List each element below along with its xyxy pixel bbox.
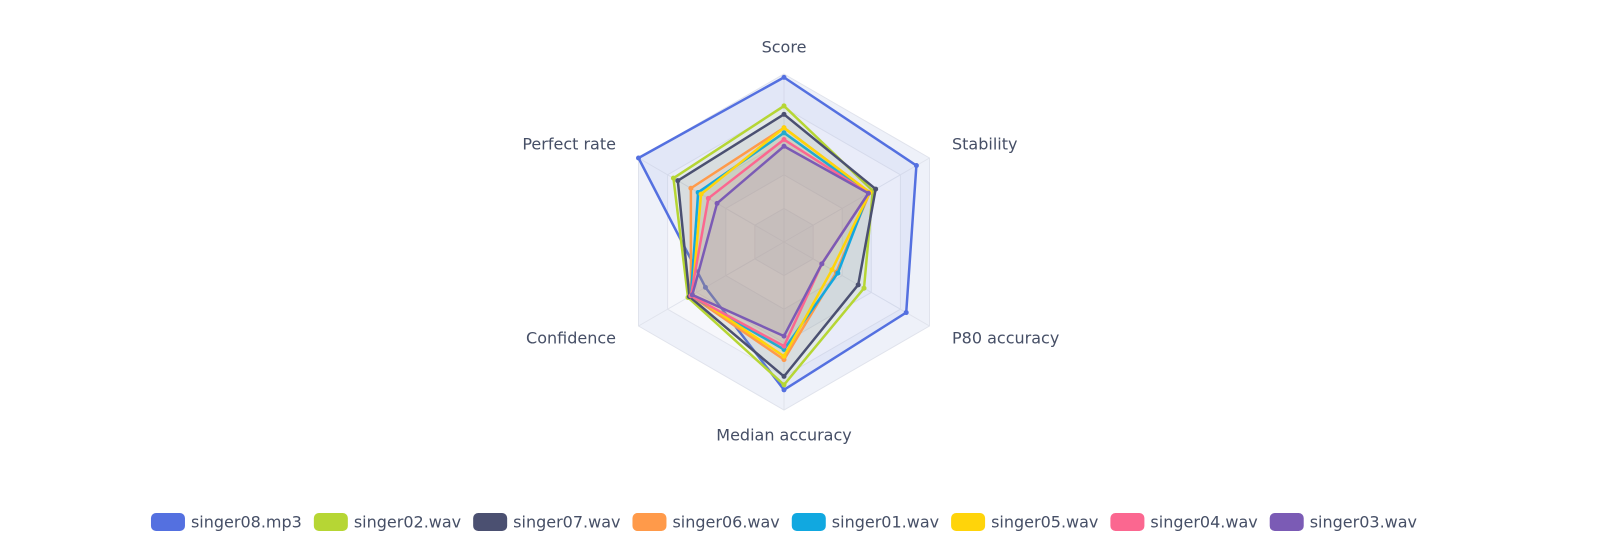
- series-point: [702, 284, 708, 290]
- axis-line: [783, 157, 930, 243]
- legend-swatch: [1110, 513, 1145, 531]
- legend: singer08.mp3 singer02.wav singer07.wav sing…: [150, 513, 1417, 532]
- series-point: [903, 310, 909, 316]
- series-point: [861, 285, 867, 291]
- series-point: [781, 387, 787, 393]
- indicator-label: Confidence: [526, 329, 616, 348]
- indicator-label: Perfect rate: [522, 135, 616, 154]
- series-point: [705, 195, 711, 201]
- series-point: [781, 103, 787, 109]
- series-point: [829, 267, 835, 273]
- series-point: [714, 200, 720, 206]
- series-point: [688, 185, 694, 191]
- axis-line: [638, 157, 785, 243]
- legend-label: singer02.wav: [354, 513, 461, 532]
- series-point: [865, 190, 871, 196]
- series-point: [781, 373, 787, 379]
- series-point: [689, 292, 695, 298]
- axis-line: [638, 241, 785, 327]
- series-point: [781, 353, 787, 359]
- series-point: [781, 382, 787, 388]
- series-point: [873, 186, 879, 192]
- legend-item[interactable]: singer06.wav: [632, 513, 780, 532]
- legend-swatch: [632, 513, 667, 531]
- series-point: [781, 130, 787, 136]
- legend-item[interactable]: singer02.wav: [313, 513, 461, 532]
- series-point: [781, 143, 787, 149]
- series-point: [819, 261, 825, 267]
- series-point: [636, 155, 642, 161]
- legend-label: singer06.wav: [672, 513, 779, 532]
- legend-label: singer03.wav: [1310, 513, 1417, 532]
- legend-swatch: [951, 513, 986, 531]
- series-point: [781, 137, 787, 143]
- legend-swatch: [150, 513, 185, 531]
- legend-item[interactable]: singer07.wav: [473, 513, 620, 532]
- legend-item[interactable]: singer05.wav: [951, 513, 1098, 532]
- indicator-label: P80 accuracy: [952, 329, 1059, 348]
- legend-label: singer08.mp3: [191, 513, 302, 532]
- legend-item[interactable]: singer08.mp3: [150, 513, 302, 532]
- series-point: [913, 163, 919, 169]
- series-point: [855, 282, 861, 288]
- legend-swatch: [791, 513, 826, 531]
- series-point: [835, 270, 841, 276]
- series-point: [670, 175, 676, 181]
- series-point: [698, 191, 704, 197]
- indicator-label: Stability: [952, 135, 1017, 154]
- series-point: [781, 111, 787, 117]
- series-point: [781, 343, 787, 349]
- indicator-label: Score: [762, 38, 807, 57]
- legend-label: singer01.wav: [832, 513, 939, 532]
- legend-swatch: [313, 513, 348, 531]
- legend-item[interactable]: singer04.wav: [1110, 513, 1258, 532]
- legend-swatch: [1269, 513, 1304, 531]
- legend-item[interactable]: singer01.wav: [791, 513, 939, 532]
- indicator-label: Median accuracy: [716, 426, 851, 445]
- legend-label: singer04.wav: [1150, 513, 1257, 532]
- legend-swatch: [473, 513, 508, 531]
- legend-item[interactable]: singer03.wav: [1269, 513, 1417, 532]
- series-point: [781, 333, 787, 339]
- series-point: [781, 125, 787, 131]
- legend-label: singer07.wav: [513, 513, 620, 532]
- series-point: [781, 74, 787, 80]
- legend-label: singer05.wav: [991, 513, 1098, 532]
- series-point: [675, 178, 681, 184]
